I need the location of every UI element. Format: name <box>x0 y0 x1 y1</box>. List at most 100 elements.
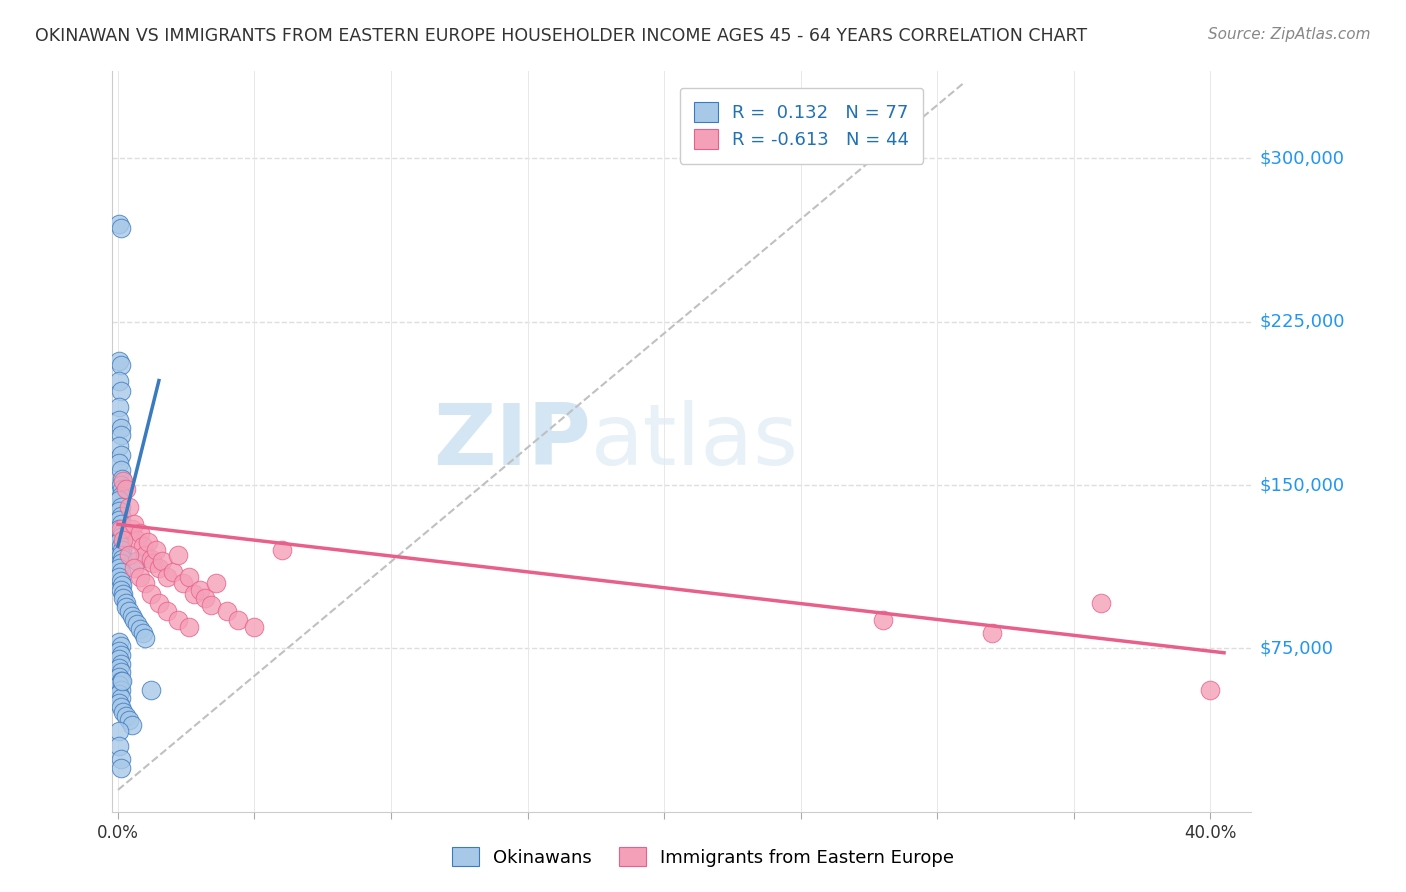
Point <box>115 600 138 615</box>
Point <box>110 517 132 532</box>
Point <box>110 463 132 477</box>
Point <box>118 604 141 618</box>
Point <box>112 705 135 719</box>
Point <box>110 522 132 536</box>
Text: $300,000: $300,000 <box>1260 150 1344 168</box>
Point <box>121 717 143 731</box>
Point <box>115 596 138 610</box>
Point <box>111 471 134 485</box>
Point <box>108 661 131 675</box>
Point <box>110 639 132 653</box>
Point <box>112 533 135 547</box>
Text: $225,000: $225,000 <box>1260 313 1346 331</box>
Point <box>200 598 222 612</box>
Point <box>217 604 239 618</box>
Point <box>121 608 143 623</box>
Point <box>110 752 132 766</box>
Point <box>194 591 217 606</box>
Point <box>108 696 131 710</box>
Point <box>110 530 132 544</box>
Text: $75,000: $75,000 <box>1260 640 1333 657</box>
Point <box>128 622 150 636</box>
Point <box>131 626 153 640</box>
Point <box>124 517 146 532</box>
Point <box>110 648 132 662</box>
Point <box>110 448 132 462</box>
Point <box>125 554 148 568</box>
Point <box>150 554 173 568</box>
Point <box>183 587 205 601</box>
Point <box>110 359 132 373</box>
Point <box>148 561 170 575</box>
Point <box>115 709 138 723</box>
Point <box>110 565 132 579</box>
Point <box>111 578 134 592</box>
Point <box>108 678 131 692</box>
Point <box>108 724 131 739</box>
Point <box>110 557 132 571</box>
Legend: Okinawans, Immigrants from Eastern Europe: Okinawans, Immigrants from Eastern Europ… <box>444 840 962 874</box>
Point <box>124 613 146 627</box>
Point <box>136 534 159 549</box>
Point <box>108 439 131 453</box>
Point <box>139 587 162 601</box>
Point <box>108 635 131 649</box>
Point <box>110 582 132 597</box>
Point <box>110 761 132 775</box>
Point <box>1090 596 1112 610</box>
Point <box>134 631 156 645</box>
Point <box>108 504 131 518</box>
Point <box>156 604 179 618</box>
Point <box>110 657 132 671</box>
Point <box>111 483 134 497</box>
Point <box>110 221 132 235</box>
Point <box>110 674 132 689</box>
Point <box>118 713 141 727</box>
Point <box>108 354 131 368</box>
Point <box>110 489 132 503</box>
Point <box>108 739 131 754</box>
Point <box>115 483 138 497</box>
Point <box>108 413 131 427</box>
Point <box>980 626 1002 640</box>
Text: ZIP: ZIP <box>433 400 591 483</box>
Point <box>110 682 132 697</box>
Point <box>108 670 131 684</box>
Point <box>177 619 200 633</box>
Point <box>118 500 141 514</box>
Point <box>108 687 131 701</box>
Point <box>108 569 131 583</box>
Point <box>112 474 135 488</box>
Point <box>121 522 143 536</box>
Point <box>243 619 266 633</box>
Point <box>128 569 150 583</box>
Point <box>188 582 211 597</box>
Point <box>177 569 200 583</box>
Point <box>131 539 153 553</box>
Point <box>125 617 148 632</box>
Text: OKINAWAN VS IMMIGRANTS FROM EASTERN EUROPE HOUSEHOLDER INCOME AGES 45 - 64 YEARS: OKINAWAN VS IMMIGRANTS FROM EASTERN EURO… <box>35 27 1087 45</box>
Point <box>110 665 132 680</box>
Point <box>110 574 132 588</box>
Point <box>111 526 134 541</box>
Point <box>167 548 190 562</box>
Point <box>108 643 131 657</box>
Legend: R =  0.132   N = 77, R = -0.613   N = 44: R = 0.132 N = 77, R = -0.613 N = 44 <box>679 87 924 163</box>
Point <box>108 456 131 470</box>
Point <box>108 513 131 527</box>
Point <box>110 539 132 553</box>
Point <box>110 508 132 523</box>
Point <box>205 576 228 591</box>
Point <box>110 384 132 399</box>
Point <box>110 421 132 435</box>
Point <box>872 613 894 627</box>
Point <box>111 543 134 558</box>
Point <box>110 548 132 562</box>
Point <box>108 400 131 414</box>
Point <box>108 522 131 536</box>
Point <box>125 533 148 547</box>
Point <box>108 534 131 549</box>
Point <box>167 613 190 627</box>
Point <box>110 428 132 442</box>
Point <box>108 561 131 575</box>
